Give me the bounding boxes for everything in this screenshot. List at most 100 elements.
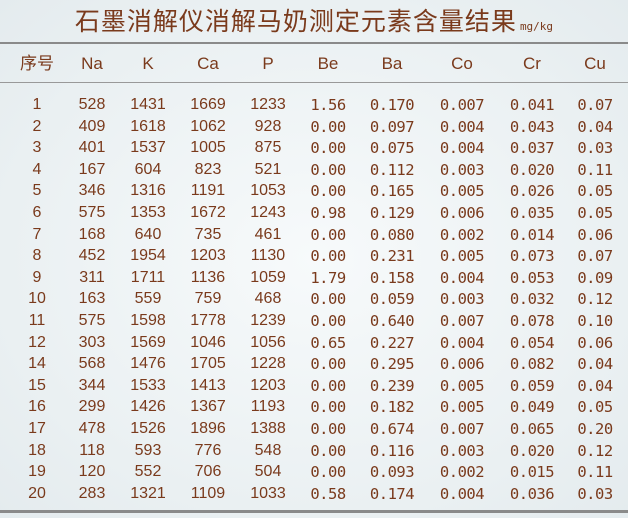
table-row: 18 118 593 776 548 0.00 0.116 0.003 0.020 0.12 (0, 440, 628, 462)
table-cell: 1669 (190, 96, 226, 113)
table-cell: 4 (32, 160, 42, 178)
table-cell: 1130 (250, 247, 286, 265)
table-cell: 8 (32, 247, 42, 265)
table-cell: 568 (78, 355, 106, 373)
table-cell: 0.06 (577, 225, 613, 244)
table-cell: 18 (28, 441, 46, 459)
table-cell: 0.07 (577, 96, 613, 114)
table-cell: 706 (194, 463, 222, 481)
table-cell: 1239 (250, 312, 286, 329)
table-cell: 776 (194, 441, 222, 459)
table-cell: 0.003 (439, 160, 485, 179)
table-cell: 735 (194, 225, 222, 243)
table-cell: 1046 (190, 333, 226, 351)
table-cell: 0.00 (310, 117, 346, 136)
column-header: 序号 (20, 54, 54, 73)
table-row: 10 163 559 759 468 0.00 0.059 0.003 0.032 0.12 (0, 288, 628, 310)
table-cell: 0.078 (509, 312, 555, 330)
table-cell: 0.004 (439, 484, 485, 503)
table-cell: 0.080 (369, 225, 415, 244)
table-cell: 7 (32, 225, 42, 243)
table-cell: 0.00 (310, 376, 346, 395)
table-cell: 1056 (250, 333, 286, 351)
table-cell: 1191 (190, 182, 226, 200)
table-cell: 9 (32, 268, 42, 286)
table-cell: 1533 (130, 376, 166, 394)
table-cell: 0.05 (577, 182, 613, 201)
table-cell: 0.00 (310, 312, 346, 330)
table-row: 19 120 552 706 504 0.00 0.093 0.002 0.015 0.11 (0, 461, 628, 483)
table-title: 石墨消解仪消解马奶测定元素含量结果 mg/kg (0, 2, 628, 38)
table-cell: 0.10 (577, 312, 613, 330)
table-cell: 19 (28, 463, 46, 481)
table-cell: 0.006 (439, 204, 485, 222)
table-cell: 0.035 (509, 204, 555, 222)
table-cell: 1062 (190, 117, 226, 135)
header-rule (0, 82, 628, 83)
table-cell: 1353 (130, 204, 166, 221)
table-cell: 0.174 (369, 484, 415, 503)
table-cell: 0.112 (369, 160, 415, 179)
table-cell: 10 (28, 290, 46, 308)
table-cell: 14 (28, 355, 46, 373)
table-cell: 552 (134, 463, 162, 481)
table-cell: 575 (78, 312, 106, 329)
table-cell: 1711 (130, 268, 166, 286)
table-cell: 15 (28, 376, 46, 394)
table-cell: 0.020 (509, 160, 555, 179)
table-cell: 0.065 (509, 420, 555, 438)
table-cell: 344 (78, 376, 106, 394)
table-row: 16 299 1426 1367 1193 0.00 0.182 0.005 0.049 0.05 (0, 396, 628, 418)
table-cell: 1413 (190, 376, 226, 394)
table-cell: 0.05 (577, 204, 613, 222)
header-row: 序号 Na K Ca P Be Ba Co Cr Cu (0, 53, 628, 75)
column-header: Cr (523, 54, 541, 73)
table-cell: 0.043 (509, 117, 555, 136)
table-cell: 0.227 (369, 333, 415, 352)
table-cell: 409 (78, 117, 106, 135)
column-header: Be (317, 54, 339, 73)
table-cell: 1598 (130, 312, 166, 329)
column-header: Na (81, 54, 103, 73)
table-cell: 0.06 (577, 333, 613, 352)
table-cell: 928 (254, 117, 282, 135)
table-cell: 0.03 (577, 484, 613, 503)
table-cell: 0.05 (577, 398, 613, 417)
table-row: 7 168 640 735 461 0.00 0.080 0.002 0.014 0.06 (0, 224, 628, 246)
table-cell: 1316 (130, 182, 166, 200)
top-rule (0, 42, 628, 44)
table-cell: 504 (254, 463, 282, 481)
table-cell: 1388 (250, 420, 286, 437)
table-cell: 1136 (190, 268, 226, 286)
table-cell: 0.006 (439, 355, 485, 374)
table-cell: 1537 (130, 139, 166, 157)
table-cell: 1005 (190, 139, 226, 157)
table-cell: 0.003 (439, 290, 485, 309)
table-cell: 0.097 (369, 117, 415, 136)
table-cell: 0.231 (369, 247, 415, 266)
table-cell: 0.674 (369, 420, 415, 438)
table-cell: 468 (254, 290, 282, 308)
table-cell: 0.12 (577, 441, 613, 460)
table-row: 8 452 1954 1203 1130 0.00 0.231 0.005 0.073 0.07 (0, 245, 628, 267)
table-cell: 0.00 (310, 441, 346, 460)
table-cell: 0.014 (509, 225, 555, 244)
table-cell: 11 (28, 312, 46, 329)
table-cell: 17 (28, 420, 46, 437)
table-cell: 575 (78, 204, 106, 221)
table-cell: 1672 (190, 204, 226, 221)
table-cell: 0.005 (439, 182, 485, 201)
table-cell: 0.004 (439, 333, 485, 352)
table-row: 6 575 1353 1672 1243 0.98 0.129 0.006 0.035 0.05 (0, 202, 628, 224)
table-cell: 1228 (250, 355, 286, 373)
table-cell: 16 (28, 398, 46, 416)
title-text: 石墨消解仪消解马奶测定元素含量结果 (74, 8, 517, 36)
table-cell: 0.004 (439, 268, 485, 287)
table-cell: 0.020 (509, 441, 555, 460)
table-cell: 0.002 (439, 463, 485, 482)
table-row: 20 283 1321 1109 1033 0.58 0.174 0.004 0.036 0.03 (0, 483, 628, 505)
table-cell: 0.00 (310, 160, 346, 179)
table-row: 11 575 1598 1778 1239 0.00 0.640 0.007 0.078 0.10 (0, 310, 628, 332)
table-cell: 559 (134, 290, 162, 308)
column-header: Co (451, 54, 473, 73)
